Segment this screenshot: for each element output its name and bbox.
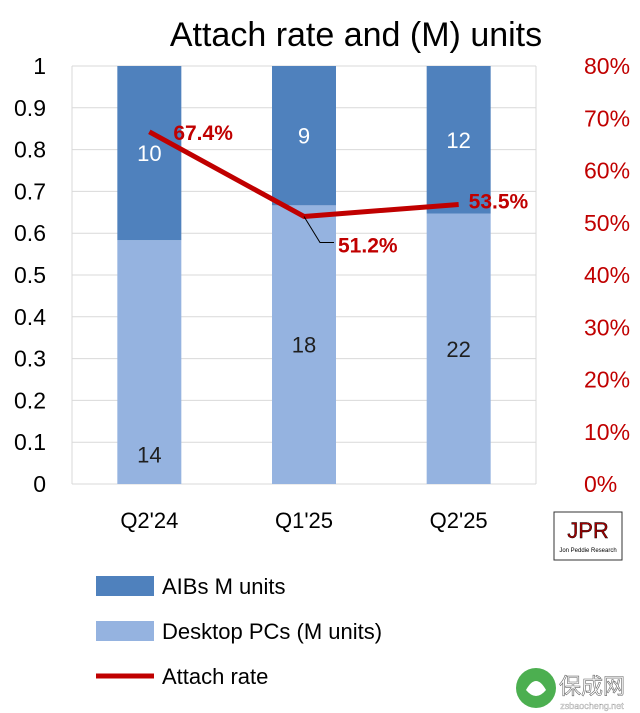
bar-segment (117, 66, 182, 241)
right-tick-label: 30% (584, 314, 630, 340)
x-axis: Q2'24 Q1'25 Q2'25 (120, 508, 487, 533)
legend-label: Attach rate (162, 664, 268, 689)
left-tick-label: 0.1 (14, 429, 46, 455)
right-axis: 0% 10% 20% 30% 40% 50% 60% 70% 80% (584, 53, 630, 497)
chart-title: Attach rate and (M) units (170, 16, 542, 54)
bar-segment (426, 213, 491, 484)
left-tick-label: 1 (33, 53, 46, 79)
bars: 14 10 18 9 22 12 (117, 66, 491, 485)
attach-rate-data-label: 53.5% (469, 190, 529, 213)
left-axis: 0 0.1 0.2 0.3 0.4 0.5 0.6 0.7 0.8 0.9 1 (14, 53, 46, 497)
attach-rate-line: 67.4% 51.2% 53.5% (148, 122, 529, 257)
bar-data-label: 14 (137, 443, 161, 468)
legend-label: Desktop PCs (M units) (162, 619, 382, 644)
logo-text: JPR (567, 518, 609, 543)
left-tick-label: 0.4 (14, 304, 46, 330)
attach-rate-data-label: 67.4% (173, 122, 233, 145)
legend: AIBs M units Desktop PCs (M units) Attach … (96, 574, 382, 689)
bar-data-label: 9 (298, 124, 310, 149)
legend-swatch (96, 576, 154, 596)
watermark-text: 保成网 (559, 674, 625, 699)
right-tick-label: 50% (584, 210, 630, 236)
left-tick-label: 0.6 (14, 220, 46, 246)
bar-data-label: 10 (137, 141, 161, 166)
watermark: 保成网 zsbaocheng.net (516, 668, 625, 711)
right-tick-label: 10% (584, 419, 630, 445)
bar-data-label: 12 (446, 128, 470, 153)
bar-segment (272, 205, 336, 485)
left-tick-label: 0 (33, 471, 46, 497)
legend-label: AIBs M units (162, 574, 285, 599)
bar-data-label: 22 (446, 337, 470, 362)
x-tick-label: Q2'24 (120, 508, 178, 533)
right-tick-label: 70% (584, 105, 630, 131)
left-tick-label: 0.5 (14, 262, 46, 288)
left-tick-label: 0.7 (14, 178, 46, 204)
bar-segment (272, 66, 336, 206)
label-leader-line (303, 216, 334, 243)
right-tick-label: 60% (584, 158, 630, 184)
right-tick-label: 80% (584, 53, 630, 79)
jpr-logo: JPR Jon Peddie Research (553, 511, 623, 561)
bar-segment (117, 240, 182, 484)
watermark-url: zsbaocheng.net (560, 701, 624, 711)
left-tick-label: 0.3 (14, 346, 46, 372)
bar-segment (426, 66, 491, 214)
logo-subtext: Jon Peddie Research (559, 548, 616, 554)
x-tick-label: Q2'25 (430, 508, 488, 533)
right-tick-label: 0% (584, 471, 617, 497)
right-tick-label: 40% (584, 262, 630, 288)
bar-data-label: 18 (292, 333, 316, 358)
attach-rate-data-label: 51.2% (338, 234, 398, 257)
left-tick-label: 0.9 (14, 95, 46, 121)
left-tick-label: 0.2 (14, 387, 46, 413)
legend-swatch (96, 621, 154, 641)
right-tick-label: 20% (584, 367, 630, 393)
x-tick-label: Q1'25 (275, 508, 333, 533)
left-tick-label: 0.8 (14, 137, 46, 163)
